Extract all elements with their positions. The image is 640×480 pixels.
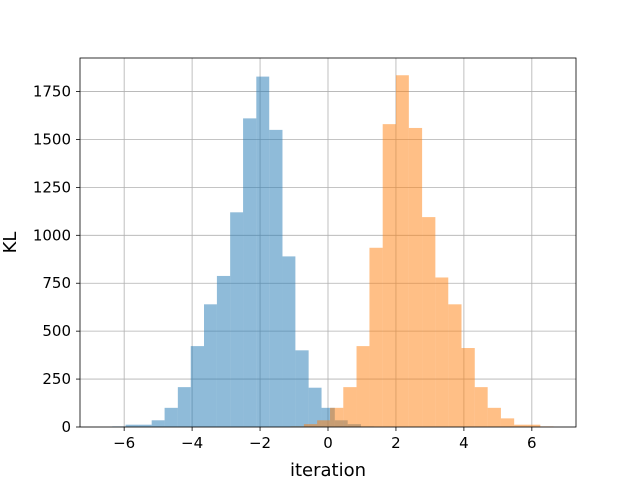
histogram-bar [303, 424, 318, 427]
y-tick-label: 750 [42, 274, 71, 292]
histogram-bar [177, 387, 191, 427]
x-tick-label: −2 [249, 434, 271, 452]
y-tick-label: 250 [42, 370, 71, 388]
histogram-bar [474, 387, 488, 427]
histogram-bar [448, 304, 462, 427]
histogram-bar [395, 75, 409, 427]
series-0 [112, 76, 374, 428]
y-axis-ticks: 0 250 500 750 1000 1250 1500 1750 [33, 83, 80, 436]
histogram-bar [487, 407, 501, 427]
grid-lines [80, 58, 576, 428]
x-tick-label: 2 [391, 434, 401, 452]
x-tick-label: 4 [459, 434, 469, 452]
y-tick-label: 500 [42, 322, 71, 340]
histogram-bar [356, 346, 370, 427]
y-axis-label: KL [0, 232, 21, 254]
histogram-bar [125, 424, 139, 427]
y-tick-label: 1750 [33, 83, 71, 101]
histogram-bar [243, 118, 257, 427]
histogram-bar [343, 387, 357, 427]
x-axis-label: iteration [290, 460, 366, 480]
x-axis-ticks: −6 −4 −2 0 2 4 6 [113, 427, 537, 452]
histogram-bar [461, 348, 475, 427]
histogram-bar [317, 420, 331, 427]
histogram-bar [204, 304, 217, 427]
histogram-bar [151, 420, 165, 427]
histogram-bar [330, 407, 344, 427]
x-tick-label: −4 [181, 434, 203, 452]
histogram-bar [295, 350, 309, 427]
histogram-bar [500, 418, 515, 427]
y-tick-label: 1250 [33, 178, 71, 196]
histogram-bar [527, 424, 541, 427]
histogram-bar [382, 124, 396, 427]
y-tick-label: 1000 [33, 226, 71, 244]
x-tick-label: 0 [323, 434, 333, 452]
histogram-bar [138, 424, 152, 427]
histogram-bars [112, 75, 554, 428]
histogram-bar [216, 275, 231, 427]
x-tick-label: 6 [527, 434, 537, 452]
series-1 [290, 75, 554, 427]
histogram-bar [282, 256, 296, 427]
histogram-bar [256, 76, 270, 428]
y-tick-label: 0 [61, 418, 71, 436]
histogram-bar [422, 217, 436, 427]
histogram-bar [190, 346, 204, 427]
y-tick-label: 1500 [33, 130, 71, 148]
histogram-bar [269, 129, 283, 427]
histogram-bar [514, 424, 528, 427]
histogram-bar [308, 387, 322, 427]
histogram-bar [408, 127, 423, 427]
histogram-bar [369, 247, 383, 427]
x-tick-label: −6 [113, 434, 135, 452]
histogram-bar [164, 407, 178, 427]
histogram-bar [435, 277, 449, 427]
histogram-bar [230, 212, 244, 427]
